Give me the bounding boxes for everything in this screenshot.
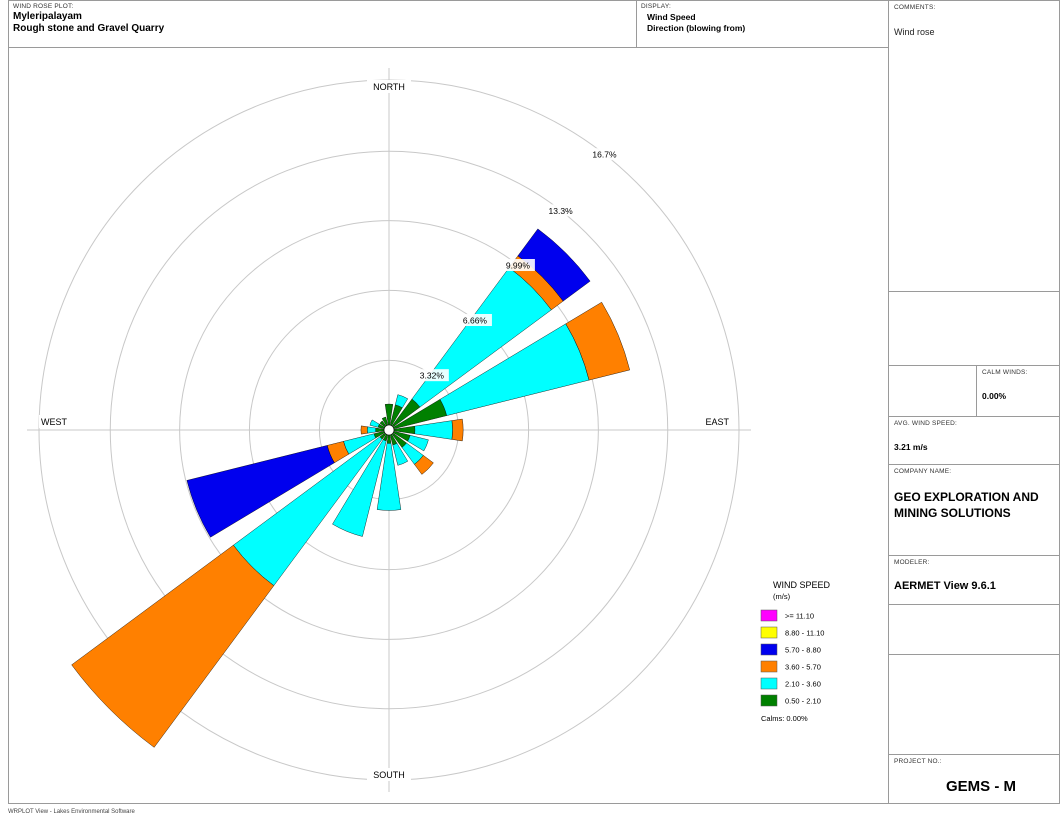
- legend-swatch-3: [760, 660, 778, 673]
- compass-east: EAST: [705, 417, 729, 427]
- compass-west: WEST: [41, 417, 68, 427]
- side-divider-8: [888, 754, 1060, 755]
- legend-label-4: 2.10 - 3.60: [785, 680, 821, 689]
- side-divider-7: [888, 654, 1060, 655]
- petal-W-2-10-3-60: [367, 426, 376, 434]
- legend-title: WIND SPEED: [773, 580, 831, 590]
- side-divider-4: [888, 464, 1060, 465]
- avg-speed-label: AVG. WIND SPEED:: [894, 420, 958, 427]
- petal-NNE-2-10-3-60: [395, 394, 409, 409]
- modeler-label: MODELER:: [894, 559, 930, 566]
- project-label: PROJECT NO.:: [894, 758, 942, 765]
- petal-W-3-60-5-70: [360, 425, 368, 435]
- header-divider: [8, 47, 888, 48]
- ring-label-1: 6.66%: [463, 316, 488, 326]
- side-divider-3: [888, 416, 1060, 417]
- legend-label-3: 3.60 - 5.70: [785, 663, 821, 672]
- wind-rose-chart: 3.32% 6.66% 9.99% 13.3% 16.7% NORTH SOUTH EAST W…: [27, 68, 831, 792]
- side-divider-2: [888, 365, 1060, 366]
- compass-east-bg: [691, 415, 735, 428]
- header-split: [636, 0, 637, 47]
- petal-SW-3-60-5-70: [71, 544, 275, 748]
- compass-north: NORTH: [373, 82, 405, 92]
- legend-label-0: >= 11.10: [785, 612, 814, 621]
- petal-WSW-5-70-8-80: [186, 445, 335, 538]
- compass-west-bg: [39, 415, 83, 428]
- avg-speed-value: 3.21 m/s: [894, 442, 928, 452]
- display-line2: Direction (blowing from): [647, 23, 746, 33]
- company-label: COMPANY NAME:: [894, 468, 952, 475]
- ring-label-4: 16.7%: [592, 150, 617, 160]
- petal-E-3-60-5-70: [451, 418, 464, 442]
- company-name-line2: MINING SOLUTIONS: [894, 506, 1011, 520]
- ring-label-0: 3.32%: [420, 371, 445, 381]
- ring-label-3: 13.3%: [549, 206, 574, 216]
- compass-south: SOUTH: [373, 770, 405, 780]
- side-divider-1: [888, 291, 1060, 292]
- petal-SSW-2-10-3-60: [332, 439, 387, 537]
- plot-label: WIND ROSE PLOT:: [13, 3, 74, 10]
- plot-frame: [8, 0, 1060, 804]
- display-label: DISPLAY:: [641, 3, 672, 10]
- project-value: GEMS - M: [946, 778, 1016, 795]
- petal-ENE-3-60-5-70: [565, 301, 630, 381]
- calm-split: [976, 365, 977, 416]
- side-divider-5: [888, 555, 1060, 556]
- compass-north-bg: [367, 80, 411, 93]
- petal-WNW-2-10-3-60: [369, 419, 380, 428]
- company-name-line1: GEO EXPLORATION AND: [894, 490, 1039, 504]
- petal-E-2-10-3-60: [414, 420, 453, 440]
- legend-label-2: 5.70 - 8.80: [785, 646, 821, 655]
- petal-SSE-2-10-3-60: [392, 442, 409, 466]
- petal-S-2-10-3-60: [376, 443, 402, 511]
- legend-swatch-2: [760, 643, 778, 656]
- legend-label-1: 8.80 - 11.10: [785, 629, 824, 638]
- side-divider-6: [888, 604, 1060, 605]
- calm-circle: [383, 424, 395, 436]
- display-line1: Wind Speed: [647, 12, 696, 22]
- legend-swatch-4: [760, 677, 778, 690]
- legend-units: (m/s): [773, 592, 791, 601]
- calm-label: CALM WINDS:: [982, 369, 1028, 376]
- comments-label: COMMENTS:: [894, 4, 936, 11]
- ring-label-bg-0: [415, 369, 449, 382]
- legend-swatch-5: [760, 694, 778, 707]
- ring-label-bg-3: [544, 204, 578, 217]
- ring-label-bg-1: [458, 314, 492, 327]
- legend-swatch-0: [760, 609, 778, 622]
- legend-label-5: 0.50 - 2.10: [785, 697, 821, 706]
- modeler-value: AERMET View 9.6.1: [894, 580, 996, 592]
- legend-calms: Calms: 0.00%: [761, 714, 808, 723]
- calm-value: 0.00%: [982, 391, 1007, 401]
- plot-subtitle: Rough stone and Gravel Quarry: [13, 23, 165, 34]
- ring-label-2: 9.99%: [506, 261, 531, 271]
- compass-south-bg: [367, 768, 411, 781]
- footer-credit: WRPLOT View - Lakes Environmental Softwa…: [8, 809, 135, 815]
- plot-title: Myleripalayam: [13, 11, 82, 22]
- comments-text: Wind rose: [894, 27, 935, 37]
- petal-SE-3-60-5-70: [414, 455, 434, 475]
- side-panel-divider: [888, 0, 889, 804]
- ring-label-bg-4: [588, 148, 622, 161]
- petal-ESE-2-10-3-60: [407, 435, 429, 452]
- ring-label-bg-2: [501, 259, 535, 272]
- legend-swatch-1: [760, 626, 778, 639]
